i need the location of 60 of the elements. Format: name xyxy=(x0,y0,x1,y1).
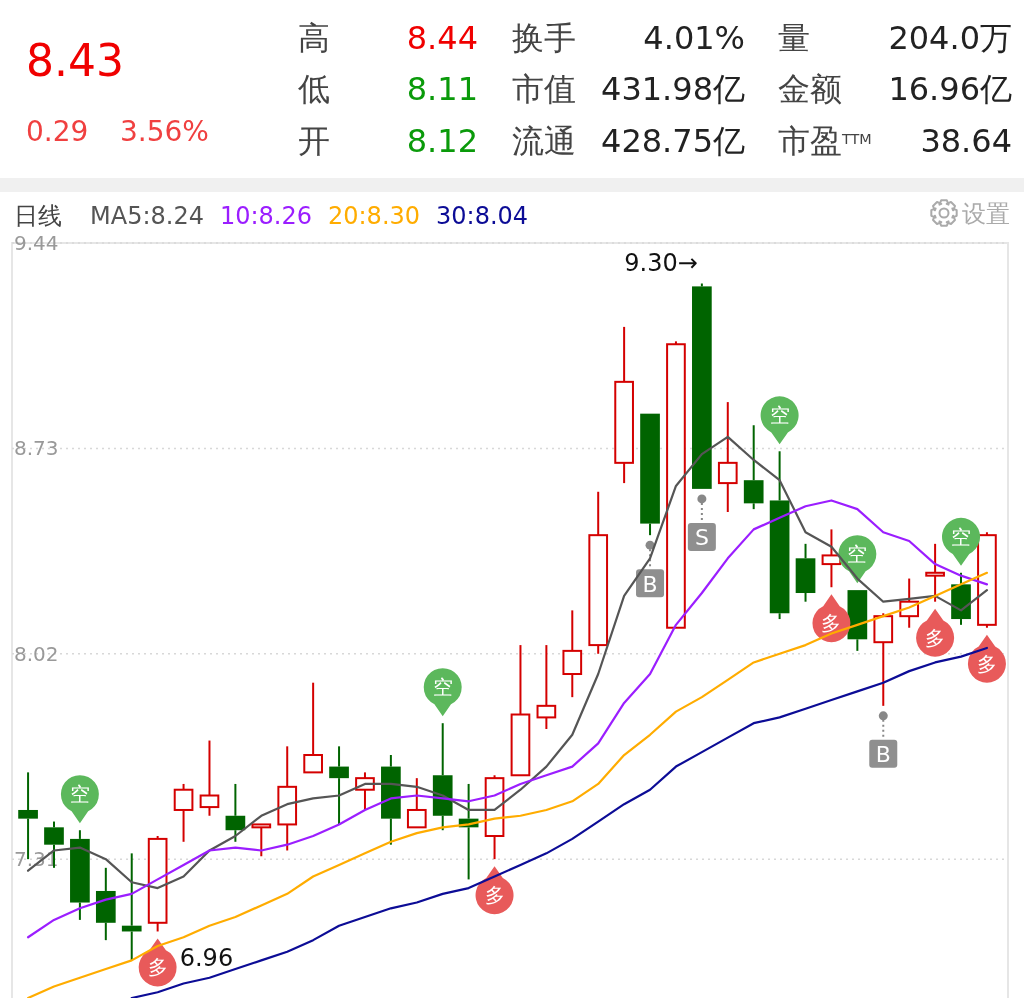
text: 16.96亿 xyxy=(888,70,1012,108)
text: 8.12 xyxy=(406,122,478,160)
candlestick xyxy=(588,490,609,655)
text: 开 xyxy=(298,122,330,160)
annotation: 空 xyxy=(432,675,453,700)
candlestick xyxy=(199,739,220,817)
candlestick xyxy=(329,745,349,826)
annotation: 多 xyxy=(484,883,505,908)
candlestick xyxy=(536,644,557,730)
candlestick xyxy=(925,542,945,603)
annotation: B xyxy=(875,742,891,768)
annotation: S xyxy=(694,525,709,551)
text: 8.11 xyxy=(406,70,478,108)
candlestick xyxy=(821,528,842,589)
annotation: 空 xyxy=(847,542,868,567)
candlestick xyxy=(769,450,790,621)
text: 量 xyxy=(778,19,810,57)
annotation: 多 xyxy=(147,955,168,980)
text: 38.64 xyxy=(920,122,1012,160)
text: 20:8.30 xyxy=(327,202,421,230)
text: 204.0万 xyxy=(888,19,1012,57)
y-tick-label: 8.02 xyxy=(14,641,59,666)
text: 8.44 xyxy=(406,19,478,57)
candlestick xyxy=(95,866,116,942)
text: 低 xyxy=(298,70,330,108)
text: 8.43 xyxy=(26,35,124,86)
y-tick-label: 8.73 xyxy=(14,436,59,461)
candlestick xyxy=(562,609,583,699)
text: 设置 xyxy=(962,200,1010,228)
text: 30:8.04 xyxy=(436,202,529,230)
text: MA5:8.24 xyxy=(90,202,204,230)
annotation: 9.30→ xyxy=(624,249,698,278)
text: 4.01% xyxy=(643,19,745,57)
text: 换手 xyxy=(512,19,576,57)
annotation: 空 xyxy=(69,782,90,807)
text: 市值 xyxy=(512,70,576,108)
candlestick xyxy=(381,754,401,846)
candlestick xyxy=(717,401,738,514)
annotation: 空 xyxy=(769,403,790,428)
text: 431.98亿 xyxy=(601,70,745,108)
text: 3.56% xyxy=(120,115,209,148)
text: 10:8.26 xyxy=(219,202,312,230)
chart-title: 日线 xyxy=(14,202,62,230)
annotation: 6.96 xyxy=(179,944,234,973)
annotation: 多 xyxy=(976,651,997,676)
candlestick xyxy=(277,745,298,852)
text: 高 xyxy=(298,19,330,57)
text: 金额 xyxy=(778,70,842,108)
text: 0.29 xyxy=(26,115,89,148)
candlestick xyxy=(614,325,634,485)
annotation: 多 xyxy=(821,611,842,636)
annotation: 空 xyxy=(951,524,972,549)
text: 流通 xyxy=(512,122,576,160)
text: 428.75亿 xyxy=(601,122,745,160)
annotation: 多 xyxy=(925,625,946,650)
candlestick xyxy=(743,424,764,511)
y-tick-label: 9.44 xyxy=(14,231,59,255)
annotation: B xyxy=(642,571,658,597)
candlestick xyxy=(795,542,816,603)
text: 市盈$^{TTM}$ xyxy=(778,122,872,160)
